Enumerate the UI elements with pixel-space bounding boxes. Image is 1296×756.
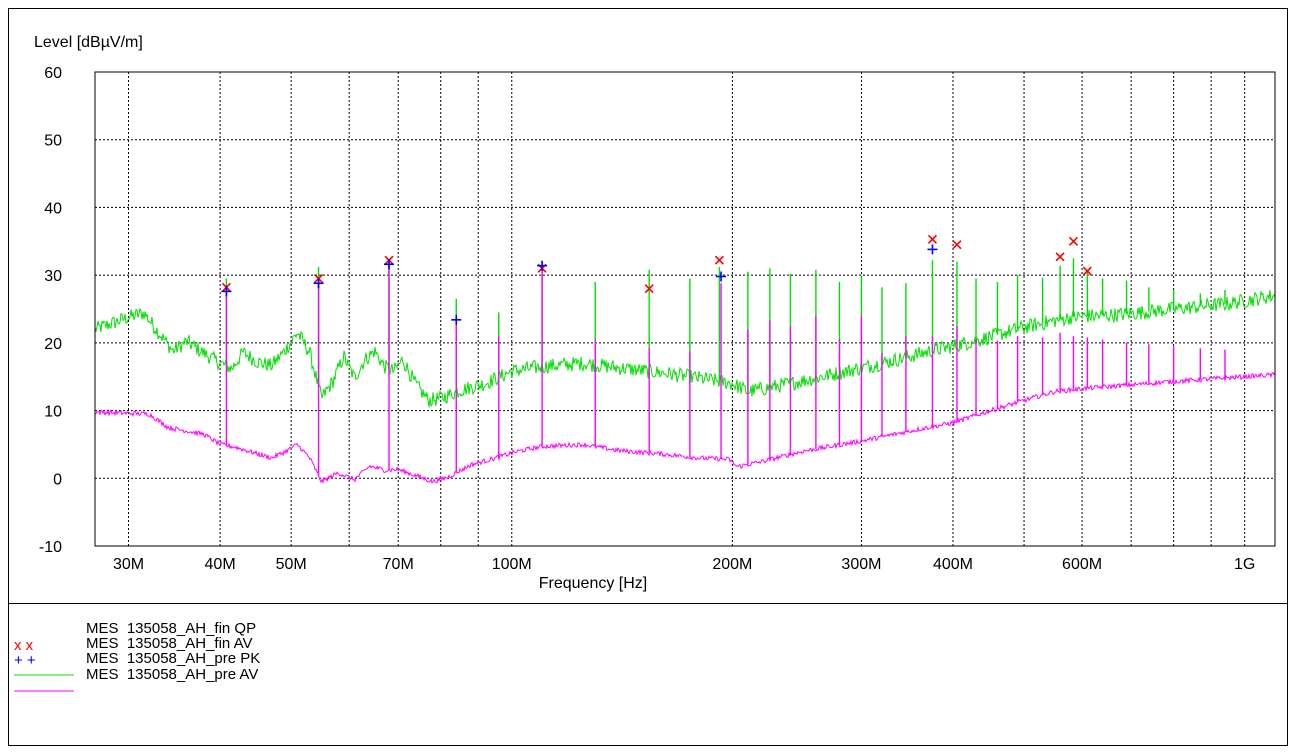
av-marker <box>313 278 324 289</box>
y-tick-label: 30 <box>44 268 62 285</box>
legend-item: x x MES 135058_AH_fin QP <box>12 621 256 655</box>
legend-label: MES 135058_AH_fin QP <box>86 620 257 637</box>
legend-item: MES 135058_AH_pre PK <box>12 651 260 676</box>
x-axis-label: Frequency [Hz] <box>539 575 647 592</box>
x-tick-label: 300M <box>841 556 881 573</box>
y-tick-label: -10 <box>39 539 62 556</box>
plot-border <box>94 71 1276 547</box>
av-marker <box>927 244 938 255</box>
qp-marker <box>714 255 724 265</box>
y-tick-label: 10 <box>44 404 62 421</box>
qp-marker <box>952 240 962 250</box>
x-marker-icon: x x <box>12 637 76 654</box>
av-marker <box>221 286 232 297</box>
y-axis-label: Level [dBµV/m] <box>34 34 143 51</box>
series-line <box>94 290 1276 408</box>
x-tick-label: 30M <box>113 556 144 573</box>
qp-marker <box>1082 266 1092 276</box>
av-marker <box>451 314 462 325</box>
magenta-line-icon <box>12 683 76 699</box>
legend-separator <box>8 603 1288 604</box>
x-tick-label: 200M <box>712 556 752 573</box>
x-tick-label: 50M <box>276 556 307 573</box>
x-tick-label: 600M <box>1062 556 1102 573</box>
svg-text:x x: x x <box>14 637 34 653</box>
y-tick-label: 50 <box>44 133 62 150</box>
y-tick-label: 40 <box>44 200 62 217</box>
series-line <box>94 371 1276 485</box>
emission-chart: Level [dBµV/m] Frequency [Hz] -10 0 10 20 30… <box>34 34 1276 592</box>
legend-label: MES 135058_AH_pre PK <box>86 650 261 667</box>
y-tick-label: 0 <box>53 471 62 488</box>
qp-marker <box>644 284 654 294</box>
legend-label: MES 135058_AH_pre AV <box>86 666 259 683</box>
av-marker <box>716 271 727 282</box>
y-tick-label: 60 <box>44 65 62 82</box>
av-marker <box>384 259 395 270</box>
av-marker <box>537 260 548 271</box>
qp-marker <box>1055 252 1065 262</box>
x-tick-label: 100M <box>492 556 532 573</box>
qp-marker <box>1068 236 1079 246</box>
qp-marker <box>927 234 938 244</box>
x-tick-label: 70M <box>383 556 414 573</box>
svg-text:+ +: + + <box>14 652 36 668</box>
legend-label: MES 135058_AH_fin AV <box>86 635 253 652</box>
y-tick-label: 20 <box>44 336 62 353</box>
legend-item: + + MES 135058_AH_fin AV <box>12 636 253 670</box>
green-line-icon <box>12 667 76 683</box>
plus-marker-icon: + + <box>12 652 76 669</box>
x-tick-label: 40M <box>205 556 236 573</box>
x-tick-label: 400M <box>933 556 973 573</box>
legend-item: MES 135058_AH_pre AV <box>12 667 258 692</box>
x-tick-label: 1G <box>1234 556 1255 573</box>
